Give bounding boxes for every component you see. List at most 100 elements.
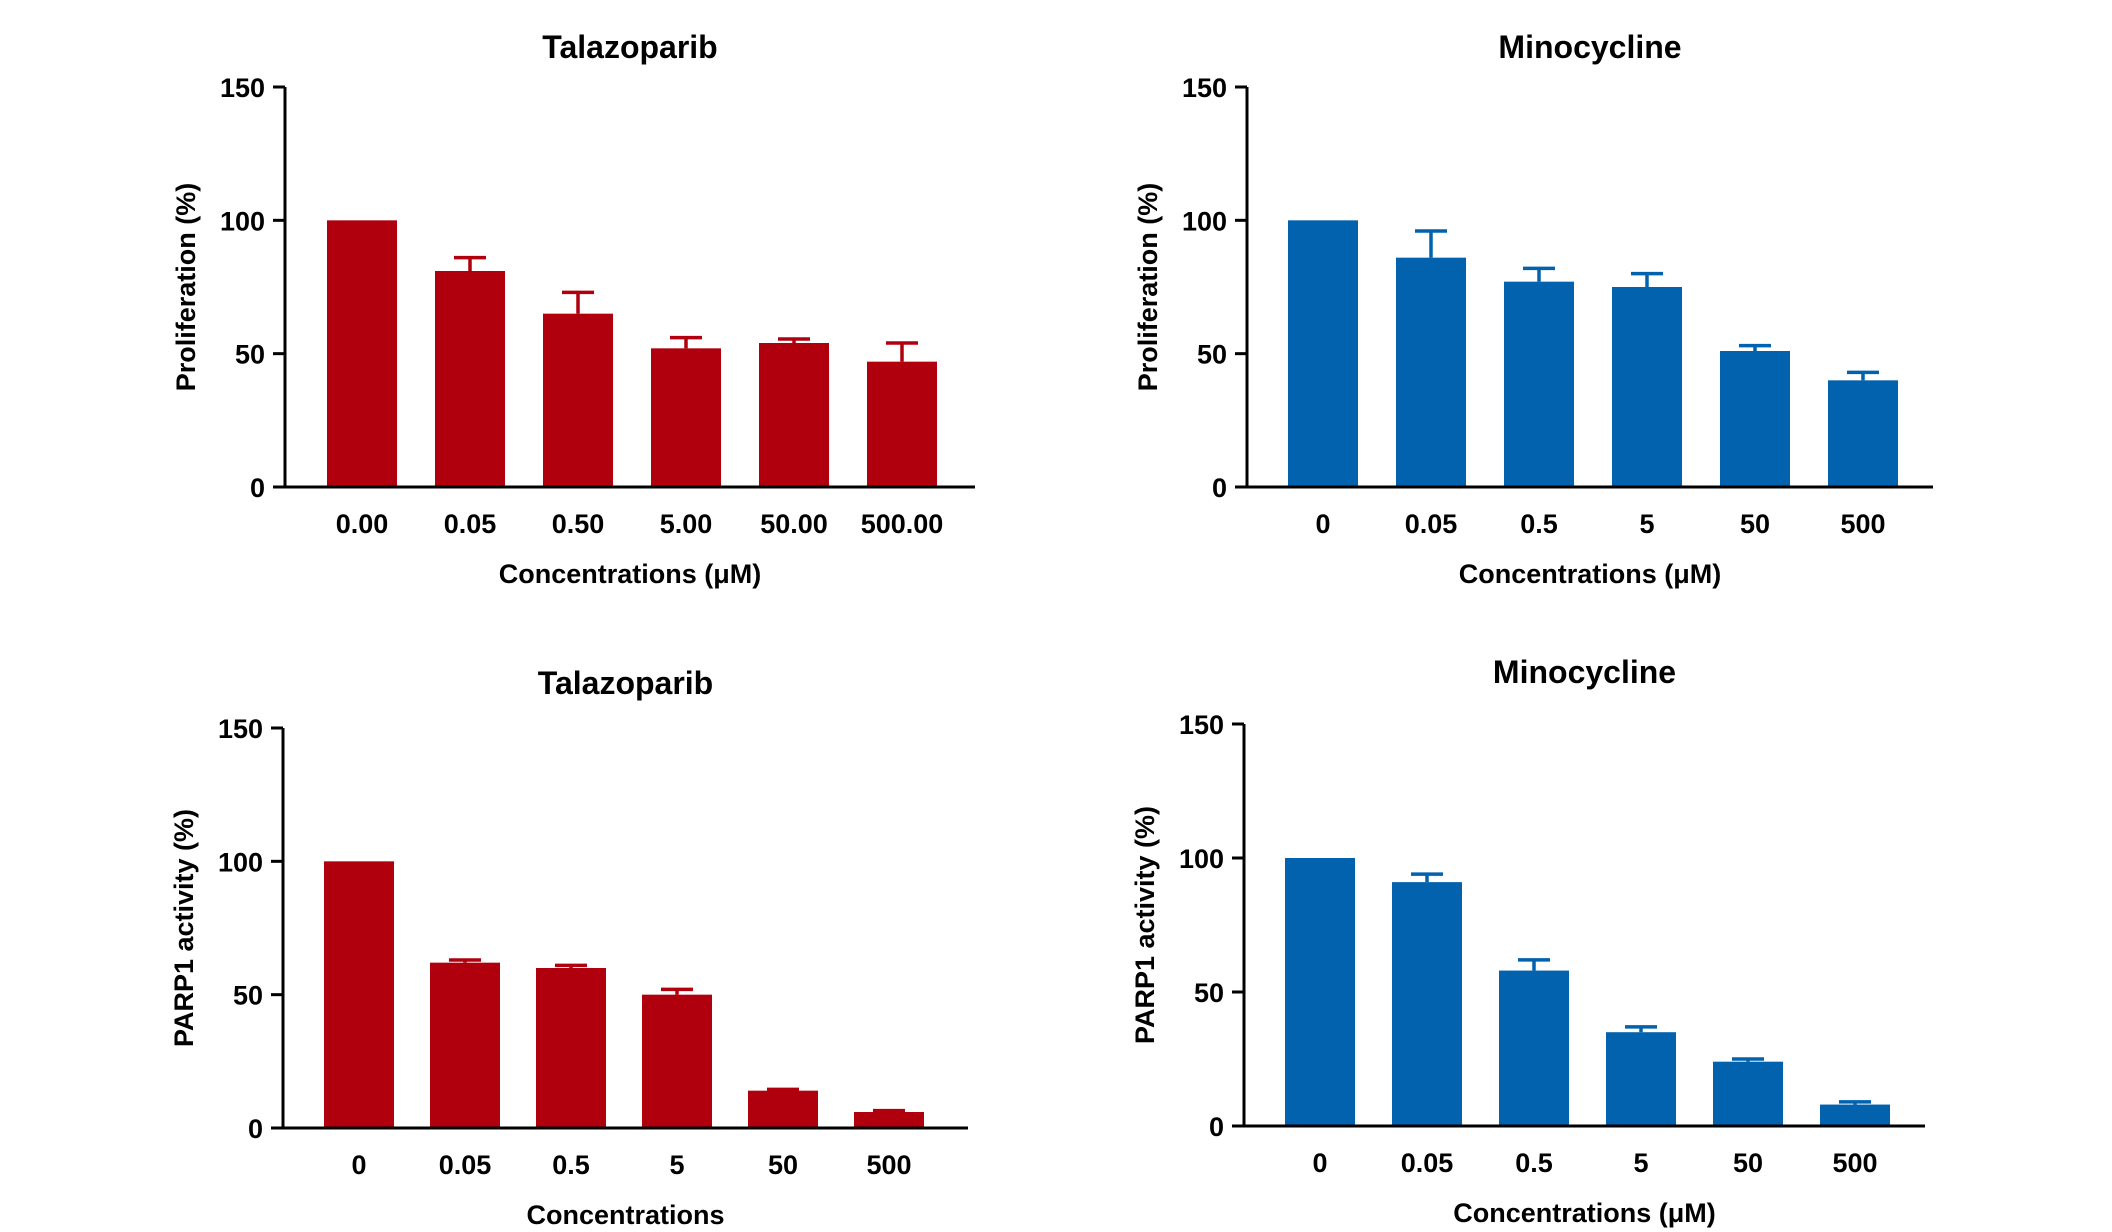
bar xyxy=(543,313,613,487)
bar-chart: Minocycline 0 50 100 150 0 0.05 0.5 5 50 500 Concen… xyxy=(1130,654,1925,1228)
x-axis-label: Concentrations (μM) xyxy=(499,559,762,589)
error-bar xyxy=(1411,872,1443,883)
chart-panel-proliferation-minocycline: Minocycline 0 50 100 150 0 0.05 0.5 5 50 500 Concen… xyxy=(1000,0,2112,616)
chart-panel-proliferation-talazoparib: Talazoparib 0 50 100 150 0.00 0.05 0.50 5.00 50.0… xyxy=(0,0,1000,616)
x-tick-label: 500 xyxy=(1840,509,1885,539)
bar xyxy=(651,348,721,487)
bar xyxy=(748,1090,818,1128)
x-tick-label: 0.5 xyxy=(552,1150,590,1180)
bar xyxy=(1820,1104,1890,1126)
bar-chart: Minocycline 0 50 100 150 0 0.05 0.5 5 50 500 Concen… xyxy=(1133,29,1933,589)
x-tick-label: 5 xyxy=(1639,509,1654,539)
bar xyxy=(1828,380,1898,487)
y-tick-label: 50 xyxy=(233,981,263,1011)
x-tick-label: 500 xyxy=(866,1150,911,1180)
error-bar xyxy=(555,963,587,968)
bar xyxy=(854,1112,924,1128)
x-tick-label: 0 xyxy=(1315,509,1330,539)
bar xyxy=(1713,1061,1783,1126)
chart-title: Minocycline xyxy=(1493,654,1676,690)
bar xyxy=(324,861,394,1128)
bar xyxy=(867,361,937,487)
y-axis-label: Proliferation (%) xyxy=(1133,183,1163,392)
x-axis-label: Concentrations (μM) xyxy=(1453,1198,1716,1228)
bar xyxy=(435,271,505,487)
bar-chart: Talazoparib 0 50 100 150 0.00 0.05 0.50 5.00 50.0… xyxy=(171,29,975,589)
error-bar xyxy=(454,255,486,271)
y-tick-label: 50 xyxy=(1194,978,1224,1008)
error-bar xyxy=(873,1108,905,1113)
error-bar xyxy=(886,341,918,362)
bar xyxy=(1499,970,1569,1126)
error-bar xyxy=(1518,958,1550,971)
x-tick-label: 0 xyxy=(1312,1148,1327,1178)
y-tick-label: 150 xyxy=(1182,73,1227,103)
x-tick-label: 5 xyxy=(669,1150,684,1180)
bar xyxy=(1288,220,1358,488)
error-bar xyxy=(1631,271,1663,287)
y-tick-label: 50 xyxy=(1197,340,1227,370)
x-tick-label: 500 xyxy=(1832,1148,1877,1178)
y-axis-label: PARP1 activity (%) xyxy=(1130,806,1160,1044)
x-tick-label: 0.50 xyxy=(552,509,605,539)
y-tick-label: 100 xyxy=(220,206,265,236)
error-bar xyxy=(778,337,810,343)
x-tick-label: 50.00 xyxy=(760,509,828,539)
x-tick-label: 0 xyxy=(351,1150,366,1180)
error-bar xyxy=(1739,343,1771,351)
y-tick-label: 0 xyxy=(250,473,265,503)
error-bar xyxy=(1625,1025,1657,1033)
x-tick-label: 5.00 xyxy=(660,509,713,539)
bar xyxy=(327,220,397,488)
chart-title: Minocycline xyxy=(1498,29,1681,65)
y-tick-label: 0 xyxy=(248,1114,263,1144)
y-tick-label: 0 xyxy=(1212,473,1227,503)
x-tick-label: 500.00 xyxy=(861,509,944,539)
y-tick-label: 150 xyxy=(220,73,265,103)
x-tick-label: 0.5 xyxy=(1520,509,1558,539)
x-axis-label: Concentrations xyxy=(526,1200,724,1230)
x-tick-label: 0.05 xyxy=(1405,509,1458,539)
error-bar xyxy=(449,958,481,963)
bar xyxy=(1285,858,1355,1126)
error-bar xyxy=(1847,370,1879,381)
bar xyxy=(1504,281,1574,487)
x-tick-label: 0.05 xyxy=(444,509,497,539)
bar xyxy=(1612,287,1682,487)
x-tick-label: 0.00 xyxy=(336,509,389,539)
error-bar xyxy=(1523,266,1555,282)
y-tick-label: 150 xyxy=(218,714,263,744)
y-tick-label: 50 xyxy=(235,340,265,370)
bar xyxy=(1720,351,1790,487)
bar xyxy=(430,962,500,1128)
x-axis-label: Concentrations (μM) xyxy=(1459,559,1722,589)
chart-panel-parp1-minocycline: Minocycline 0 50 100 150 0 0.05 0.5 5 50 500 Concen… xyxy=(1000,616,2112,1232)
bar xyxy=(759,343,829,487)
y-tick-label: 100 xyxy=(1179,844,1224,874)
error-bar xyxy=(1839,1100,1871,1105)
error-bar xyxy=(661,987,693,995)
x-tick-label: 5 xyxy=(1633,1148,1648,1178)
error-bar xyxy=(670,335,702,349)
chart-title: Talazoparib xyxy=(538,665,713,701)
error-bar xyxy=(1415,229,1447,258)
error-bar xyxy=(767,1087,799,1092)
x-tick-label: 0.05 xyxy=(1401,1148,1454,1178)
y-tick-label: 0 xyxy=(1209,1112,1224,1142)
x-tick-label: 50 xyxy=(1733,1148,1763,1178)
bar xyxy=(1606,1032,1676,1126)
y-tick-label: 100 xyxy=(218,847,263,877)
x-tick-label: 0.5 xyxy=(1515,1148,1553,1178)
bar xyxy=(642,994,712,1128)
y-tick-label: 100 xyxy=(1182,206,1227,236)
chart-title: Talazoparib xyxy=(542,29,717,65)
bar xyxy=(1396,257,1466,487)
x-tick-label: 50 xyxy=(768,1150,798,1180)
x-tick-label: 0.05 xyxy=(439,1150,492,1180)
error-bar xyxy=(1732,1057,1764,1062)
y-axis-label: Proliferation (%) xyxy=(171,183,201,392)
x-tick-label: 50 xyxy=(1740,509,1770,539)
chart-panel-parp1-talazoparib: Talazoparib 0 50 100 150 0 0.05 0.5 5 50 500 Concen… xyxy=(0,616,1000,1232)
bar-chart: Talazoparib 0 50 100 150 0 0.05 0.5 5 50 500 Concen… xyxy=(169,665,968,1230)
bar xyxy=(536,968,606,1128)
